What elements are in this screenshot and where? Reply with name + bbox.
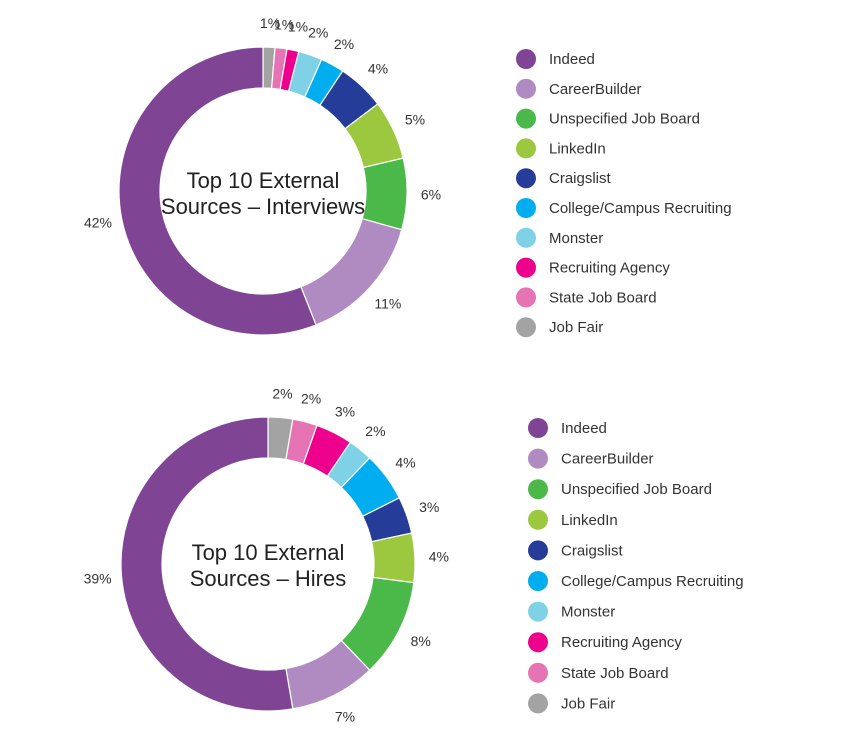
legend-swatch — [516, 138, 536, 159]
slice-unspecified-job-board — [361, 157, 408, 231]
donut-slices — [118, 46, 408, 336]
legend-swatch — [516, 108, 536, 129]
legend-item-recruiting-agency: Recruiting Agency — [516, 257, 670, 278]
pct-label-job-fair: 2% — [272, 386, 292, 402]
legend-label: Job Fair — [561, 695, 615, 712]
legend-swatch — [528, 693, 548, 714]
pct-label-linkedin: 4% — [429, 549, 449, 565]
legend-label: Indeed — [549, 51, 595, 68]
legend-label: CareerBuilder — [549, 81, 642, 98]
slice-indeed — [120, 416, 294, 712]
legend-item-careerbuilder: CareerBuilder — [516, 78, 642, 99]
legend-label: State Job Board — [561, 665, 669, 682]
chart-title-line: Top 10 External — [192, 540, 345, 565]
legend-item-state-job-board: State Job Board — [528, 662, 669, 683]
legend: Indeed CareerBuilder Unspecified Job Board… — [516, 49, 732, 338]
hires-donut-chart: 2% 2% 3% 2% 4% 3% 4% 8% 7% 39% Top 10 ExternalSour… — [84, 386, 744, 725]
legend-label: LinkedIn — [549, 140, 606, 157]
legend-item-unspecified-job-board: Unspecified Job Board — [516, 108, 700, 129]
interviews-donut-chart: 1%1%1% 2%2%4%5%6%11%42%Top 10 ExternalSou… — [84, 15, 732, 338]
legend-label: College/Campus Recruiting — [561, 573, 744, 590]
pct-label-unspecified-job-board: 8% — [411, 633, 431, 649]
legend-item-college-campus-recruiting: College/Campus Recruiting — [528, 571, 744, 591]
legend-swatch — [516, 317, 536, 338]
legend-label: Craigslist — [561, 542, 624, 559]
pct-label-indeed: 39% — [84, 571, 112, 587]
data-labels: 2% 2% 3% 2% 4% 3% 4% 8% 7% 39% — [84, 386, 449, 725]
data-labels: 1%1%1% 2%2%4%5%6%11%42% — [84, 15, 441, 311]
legend-swatch — [516, 198, 536, 218]
legend: Indeed CareerBuilder Unspecified Job Board… — [528, 418, 744, 714]
legend-label: Recruiting Agency — [549, 260, 670, 277]
slice-indeed — [118, 46, 317, 336]
legend-swatch — [528, 448, 548, 469]
legend-item-linkedin: LinkedIn — [528, 509, 618, 530]
legend-swatch — [528, 418, 548, 438]
legend-swatch — [528, 571, 548, 591]
legend-swatch — [516, 49, 536, 69]
legend-item-indeed: Indeed — [516, 49, 595, 69]
pct-label-monster: 2% — [365, 423, 385, 439]
legend-label: Recruiting Agency — [561, 634, 682, 651]
slice-linkedin — [370, 532, 416, 584]
legend-item-job-fair: Job Fair — [528, 693, 615, 714]
pct-label-recruiting-agency: 1% — [288, 19, 308, 35]
legend-label: CareerBuilder — [561, 451, 654, 468]
legend-label: Craigslist — [549, 170, 612, 187]
pct-label-college-campus-recruiting: 4% — [395, 454, 415, 470]
legend-swatch — [516, 227, 536, 248]
legend-item-craigslist: Craigslist — [516, 168, 612, 189]
legend-label: Monster — [561, 604, 615, 621]
legend-item-recruiting-agency: Recruiting Agency — [528, 632, 682, 653]
pct-label-indeed: 42% — [84, 214, 112, 230]
chart-title-line: Sources – Hires — [190, 566, 347, 591]
legend-label: Job Fair — [549, 319, 603, 336]
pct-label-state-job-board: 2% — [301, 391, 321, 407]
legend-label: Indeed — [561, 420, 607, 437]
legend-swatch — [516, 257, 536, 278]
chart-title-line: Top 10 External — [187, 168, 340, 193]
legend-label: Unspecified Job Board — [561, 481, 712, 498]
legend-item-craigslist: Craigslist — [528, 540, 624, 561]
legend-label: Unspecified Job Board — [549, 111, 700, 128]
pct-label-recruiting-agency: 3% — [335, 403, 355, 419]
legend-swatch — [516, 168, 536, 189]
pct-label-monster: 2% — [308, 24, 328, 40]
legend-swatch — [516, 78, 536, 99]
pct-label-careerbuilder: 11% — [374, 295, 401, 311]
legend-item-indeed: Indeed — [528, 418, 607, 438]
pct-label-job-fair: 1% — [260, 15, 280, 31]
pct-label-linkedin: 5% — [405, 111, 425, 127]
legend-item-state-job-board: State Job Board — [516, 287, 657, 308]
legend-swatch — [528, 632, 548, 653]
legend-item-careerbuilder: CareerBuilder — [528, 448, 654, 469]
legend-item-unspecified-job-board: Unspecified Job Board — [528, 479, 712, 500]
pct-label-careerbuilder: 7% — [335, 709, 355, 725]
pct-label-craigslist: 3% — [419, 499, 439, 515]
legend-label: College/Campus Recruiting — [549, 200, 732, 217]
pct-label-state-job-board: 1% — [274, 16, 294, 32]
legend-swatch — [528, 601, 548, 622]
legend-item-monster: Monster — [528, 601, 615, 622]
pct-label-craigslist: 4% — [368, 61, 388, 77]
legend-item-job-fair: Job Fair — [516, 317, 603, 338]
pct-label-college-campus-recruiting: 2% — [334, 36, 354, 52]
donut-slices — [120, 416, 416, 712]
chart-title-line: Sources – Interviews — [161, 194, 365, 219]
legend-item-linkedin: LinkedIn — [516, 138, 606, 159]
legend-item-college-campus-recruiting: College/Campus Recruiting — [516, 198, 732, 218]
pct-label-unspecified-job-board: 6% — [421, 187, 441, 203]
legend-swatch — [528, 509, 548, 530]
legend-swatch — [528, 479, 548, 500]
legend-item-monster: Monster — [516, 227, 603, 248]
legend-label: State Job Board — [549, 289, 657, 306]
legend-swatch — [528, 662, 548, 683]
legend-swatch — [528, 540, 548, 561]
legend-label: LinkedIn — [561, 512, 618, 529]
legend-swatch — [516, 287, 536, 308]
legend-label: Monster — [549, 230, 603, 247]
